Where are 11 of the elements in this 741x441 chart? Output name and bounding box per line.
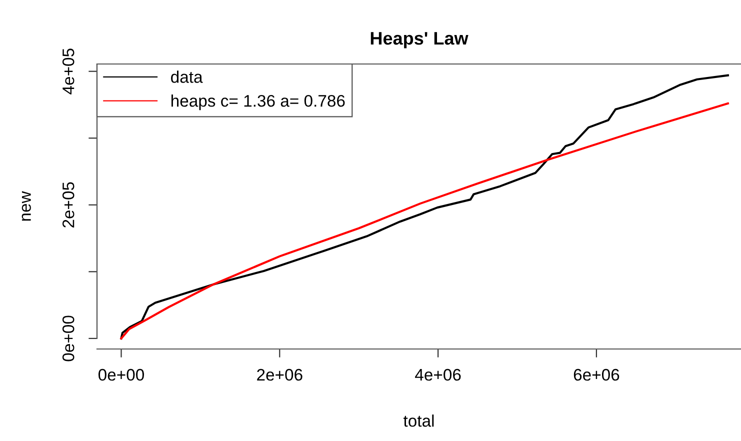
y-tick-label: 2e+05 (62, 182, 74, 228)
x-axis-title: total (404, 414, 434, 427)
y-tick-label: 4e+05 (62, 48, 74, 94)
legend-label: data (171, 70, 203, 83)
x-tick-label: 4e+06 (415, 368, 461, 381)
x-tick-label: 6e+06 (574, 368, 620, 381)
x-tick-label: 0e+00 (98, 368, 144, 381)
legend-label: heaps c= 1.36 a= 0.786 (171, 94, 345, 110)
chart-title: Heaps' Law (370, 32, 468, 48)
x-tick-label: 2e+06 (257, 368, 302, 381)
y-axis-title: new (22, 191, 31, 221)
